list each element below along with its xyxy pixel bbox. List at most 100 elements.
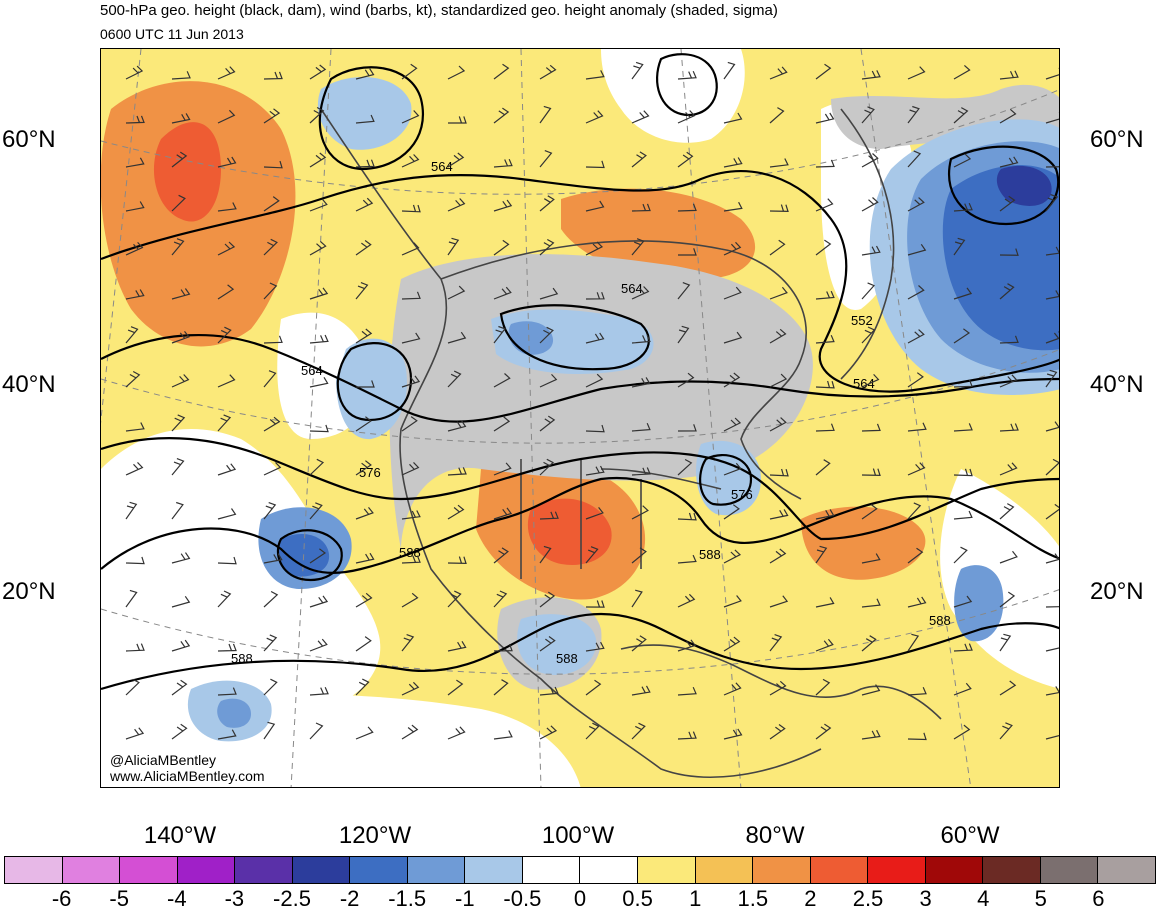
wind-barb bbox=[171, 331, 190, 344]
wind-barb bbox=[723, 462, 742, 476]
wind-barb bbox=[309, 376, 329, 388]
wind-barb bbox=[447, 467, 467, 476]
credit-website: www.AliciaMBentley.com bbox=[110, 768, 265, 784]
wind-barb bbox=[217, 508, 237, 520]
wind-barb bbox=[815, 380, 835, 389]
wind-barb bbox=[263, 590, 279, 608]
wind-barb bbox=[125, 422, 145, 432]
wind-barb bbox=[953, 724, 971, 740]
wind-barb bbox=[171, 374, 190, 388]
graticule bbox=[101, 49, 1059, 787]
wind-barb bbox=[539, 545, 552, 564]
wind-barb bbox=[355, 282, 369, 300]
wind-barb bbox=[769, 509, 789, 520]
contour-label-layer: 564 564 564 552 564 576 576 588 588 588 … bbox=[231, 159, 951, 666]
wind-barb bbox=[217, 590, 232, 608]
wind-barb bbox=[309, 240, 327, 256]
wind-barb bbox=[263, 108, 281, 124]
wind-barb bbox=[125, 643, 145, 652]
wind-barb bbox=[125, 370, 141, 388]
wind-barb bbox=[677, 512, 697, 521]
wind-barb bbox=[355, 552, 375, 564]
wind-barb bbox=[217, 463, 237, 476]
wind-barb bbox=[723, 728, 743, 740]
wind-barb bbox=[355, 159, 375, 168]
wind-barb bbox=[723, 157, 743, 168]
wind-barb bbox=[401, 110, 420, 124]
wind-barb bbox=[217, 414, 232, 432]
wind-barb bbox=[493, 286, 512, 300]
colorbar-label: 0.5 bbox=[622, 886, 653, 911]
wind-barb bbox=[999, 108, 1017, 124]
wind-barb bbox=[585, 292, 605, 300]
wind-barb bbox=[769, 286, 788, 300]
wind-barb bbox=[125, 326, 139, 344]
wind-barb bbox=[585, 546, 599, 564]
wind-barb bbox=[125, 501, 138, 520]
wind-barb bbox=[125, 461, 144, 476]
wind-barb bbox=[999, 70, 1019, 80]
coastlines bbox=[320, 108, 942, 778]
height-contours bbox=[101, 53, 1059, 691]
wind-barb bbox=[171, 71, 191, 80]
wind-barb bbox=[309, 687, 329, 696]
wind-barb bbox=[677, 282, 691, 300]
wind-barb bbox=[125, 678, 140, 696]
wind-barb bbox=[217, 284, 235, 300]
colorbar-label: 1 bbox=[689, 886, 702, 911]
colorbar-label: -2 bbox=[339, 886, 360, 911]
wind-barb bbox=[493, 590, 508, 608]
wind-barb bbox=[493, 325, 506, 344]
wind-barb bbox=[815, 63, 832, 80]
map-canvas: 564 564 564 552 564 576 576 588 588 588 … bbox=[101, 49, 1059, 787]
wind-barb bbox=[815, 198, 834, 212]
colorbar-label: 4 bbox=[977, 886, 990, 911]
wind-barb bbox=[723, 504, 740, 520]
wind-barb bbox=[355, 507, 374, 520]
anomaly-mexico-low bbox=[517, 614, 597, 675]
lon-label: 60°W bbox=[940, 822, 1000, 849]
anomaly-canada-max bbox=[561, 188, 756, 280]
wind-barb bbox=[447, 198, 466, 212]
anomaly-eastpac-low-core bbox=[217, 698, 251, 728]
wind-barb bbox=[401, 375, 421, 388]
lon-label: 120°W bbox=[338, 822, 412, 849]
colorbar-swatch bbox=[1098, 857, 1155, 883]
wind-barb bbox=[263, 721, 276, 740]
wind-barb bbox=[263, 335, 283, 344]
wind-barb bbox=[309, 595, 329, 608]
wind-barb bbox=[539, 105, 552, 124]
lat-label-right: 60°N bbox=[1090, 126, 1144, 153]
wind-barb bbox=[171, 414, 186, 432]
contour-label: 588 bbox=[231, 651, 253, 666]
wind-barb bbox=[585, 600, 605, 608]
wind-barb bbox=[677, 110, 696, 124]
wind-barb bbox=[723, 372, 741, 388]
wind-barb bbox=[999, 335, 1019, 344]
colorbar-label: 3 bbox=[919, 886, 932, 911]
wind-barbs bbox=[125, 61, 1059, 741]
wind-barb bbox=[631, 635, 647, 652]
wind-barb bbox=[493, 679, 509, 696]
wind-barb bbox=[585, 332, 605, 344]
wind-barb bbox=[907, 732, 927, 741]
wind-barb bbox=[861, 729, 881, 740]
wind-barb bbox=[217, 374, 236, 388]
wind-barb bbox=[125, 65, 144, 80]
wind-barb bbox=[493, 643, 513, 652]
wind-barb bbox=[217, 156, 237, 168]
wind-barb bbox=[493, 462, 512, 476]
wind-barb bbox=[263, 502, 277, 520]
colorbar-swatch bbox=[810, 857, 869, 883]
lat-label-left: 60°N bbox=[2, 126, 56, 153]
wind-barb bbox=[723, 112, 743, 124]
wind-barb bbox=[861, 282, 876, 300]
wind-barb bbox=[631, 467, 651, 476]
wind-barb bbox=[1045, 331, 1059, 344]
wind-barb bbox=[355, 726, 374, 740]
colorbar-swatch bbox=[695, 857, 754, 883]
wind-barb bbox=[171, 194, 186, 212]
wind-barb bbox=[539, 591, 556, 608]
wind-barb bbox=[309, 458, 325, 476]
wind-barb bbox=[309, 502, 323, 520]
